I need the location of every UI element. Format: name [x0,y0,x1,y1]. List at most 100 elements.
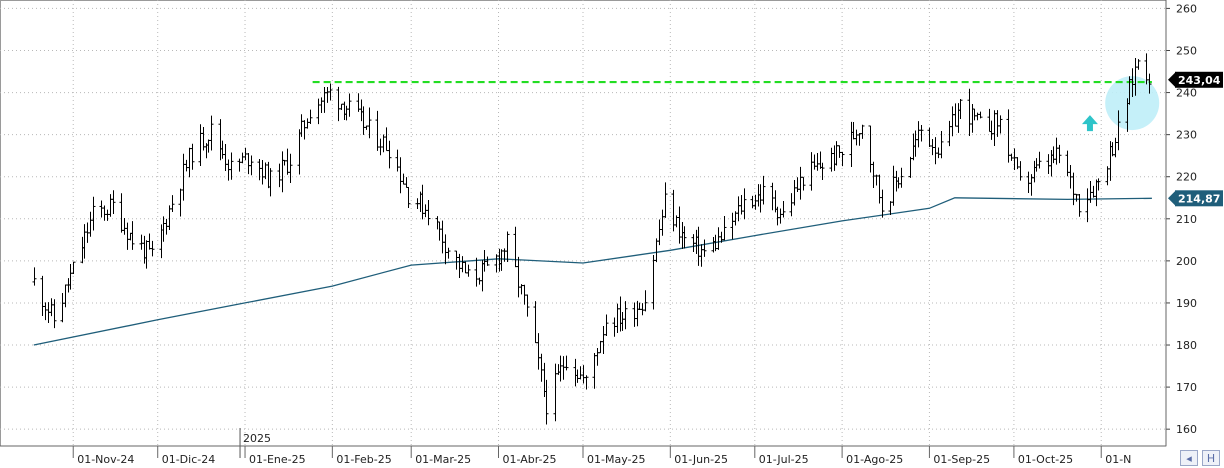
ohlc-bar [578,366,583,380]
ohlc-bar [849,121,854,168]
h-icon[interactable]: H [1202,450,1220,466]
ohlc-bar [761,175,766,205]
ohlc-bar [99,200,104,218]
ohlc-bar [443,234,448,265]
ohlc-bar [426,200,431,226]
ohlc-bar [190,143,195,170]
ohlc-bar [778,208,783,224]
ohlc-bar [122,217,127,235]
ohlc-bar [561,356,566,380]
ohlc-bar [463,261,468,274]
ohlc-bar [226,159,231,181]
ohlc-bar [52,299,57,329]
ohlc-bar [640,303,645,316]
ohlc-bar [736,196,741,222]
ohlc-bar [544,379,549,425]
ohlc-bar [1051,146,1056,164]
ohlc-bar [564,355,569,371]
ohlc-bar [130,221,135,250]
ohlc-bar [384,127,389,152]
ohlc-bar [435,216,440,230]
ohlc-bar [454,250,459,270]
x-tick-label: 01-Feb-25 [336,453,391,466]
ohlc-bar [404,177,409,188]
ohlc-bar [1012,148,1017,170]
ohlc-bar [342,101,347,121]
ohlc-bar [285,148,290,175]
ohlc-bar [161,216,166,242]
ohlc-bar [716,227,721,250]
ohlc-bar [297,129,302,175]
ohlc-bar [63,284,68,308]
ohlc-bar [654,238,659,263]
ohlc-bar [150,240,155,257]
ohlc-bar [505,231,510,263]
y-tick-label: 240 [1176,87,1197,100]
ohlc-bar [615,303,620,334]
ohlc-bar [184,159,189,172]
x-tick-label: 01-Oct-25 [1018,453,1073,466]
ohlc-bar [970,103,975,133]
ohlc-bar [753,194,758,210]
ohlc-bar [223,144,228,171]
ohlc-bar [812,154,817,170]
ohlc-bar [995,110,1000,137]
ohlc-bar [1116,110,1121,151]
ohlc-bar [575,369,580,383]
ohlc-bar [936,147,941,159]
ohlc-bar [347,93,352,117]
ohlc-bar [618,296,623,332]
ohlc-bar [457,253,462,278]
ohlc-bar [677,206,682,244]
ohlc-bar [595,347,600,366]
ohlc-bar [651,255,656,310]
ohlc-bar [268,168,273,197]
ohlc-bar [933,137,938,165]
ohlc-bar [418,191,423,212]
ohlc-bar [956,103,961,133]
ohlc-bar [525,294,530,317]
ohlc-bar [302,120,307,140]
ohlc-bar [395,149,400,172]
ohlc-bar [553,363,558,422]
ohlc-bar [975,112,980,121]
ohlc-bar [711,236,716,253]
ohlc-bar [877,174,882,204]
y-tick-label: 190 [1176,297,1197,310]
ohlc-bar [398,157,403,194]
ohlc-bar [480,260,485,292]
ohlc-bar [911,133,916,161]
ohlc-bar [80,236,85,264]
ohlc-bar [789,193,794,217]
ohlc-bar [635,300,640,327]
ohlc-bar [249,155,254,176]
ohlc-bar [854,129,859,146]
y-tick-label: 210 [1176,213,1197,226]
ohlc-bar [834,141,839,166]
ohlc-bar [440,220,445,254]
ohlc-bar [88,211,93,237]
ohlc-bar [623,301,628,330]
ohlc-bar [533,301,538,344]
up-arrow-icon [1081,115,1098,132]
ohlc-bar [144,240,149,269]
moving-average-badge-pointer [1168,191,1175,206]
chevron-left-icon[interactable]: ◂ [1180,450,1198,466]
ohlc-bar [880,189,885,218]
ohlc-bar [851,122,856,140]
y-tick-label: 180 [1176,339,1197,352]
x-tick-label: 01-Abr-25 [503,453,557,466]
ohlc-bar [82,224,87,259]
ohlc-bar [266,161,271,189]
ohlc-bar [556,364,561,375]
ohlc-bar [798,166,803,200]
ohlc-bar [229,152,234,180]
ohlc-bar [361,106,366,135]
x-tick-label: 01-Ene-25 [249,453,306,466]
ohlc-bar [891,165,896,206]
x-tick-label: 01-Jun-25 [674,453,728,466]
ohlc-bar [1147,73,1152,94]
ohlc-bar [699,244,704,267]
ohlc-bar [972,108,977,121]
ohlc-bar [178,188,183,217]
